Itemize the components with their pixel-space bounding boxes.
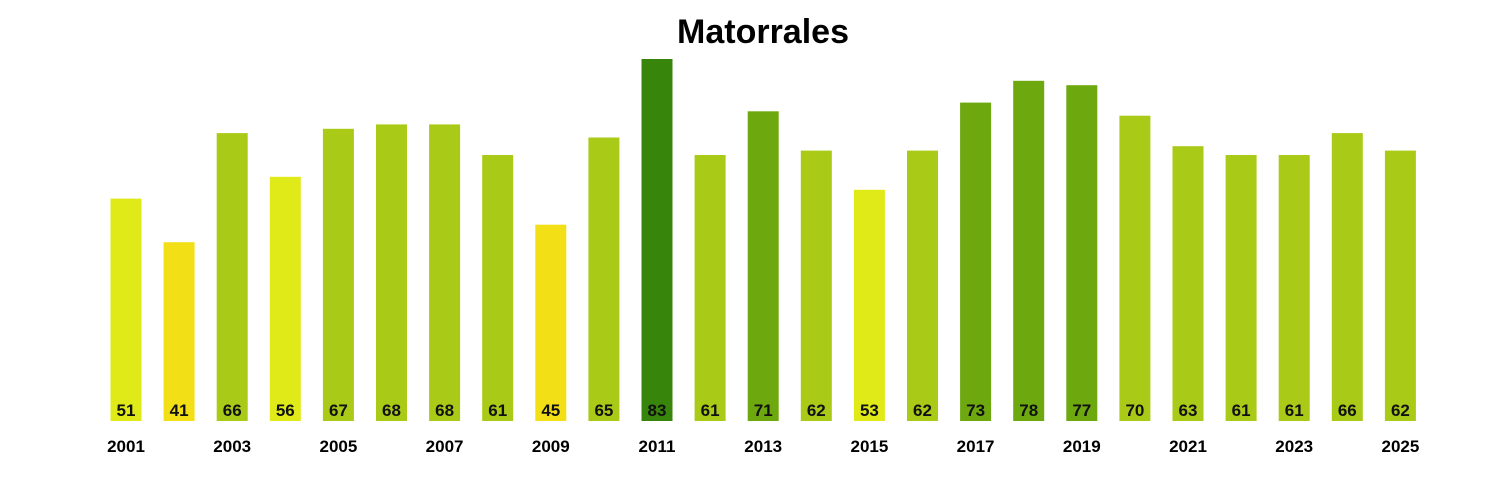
bar-2015: [853, 189, 885, 421]
value-label-2004: 56: [276, 401, 295, 420]
x-tick-label-2023: 2023: [1275, 437, 1313, 456]
value-label-2009: 45: [541, 401, 560, 420]
value-label-2005: 67: [329, 401, 348, 420]
bar-2002: [163, 242, 195, 421]
value-label-2022: 61: [1232, 401, 1251, 420]
x-tick-label-2015: 2015: [850, 437, 888, 456]
value-label-2023: 61: [1285, 401, 1304, 420]
bar-2003: [216, 133, 248, 421]
value-label-2013: 71: [754, 401, 773, 420]
value-label-2017: 73: [966, 401, 985, 420]
bar-2008: [482, 155, 514, 421]
value-label-2016: 62: [913, 401, 932, 420]
value-label-2019: 77: [1072, 401, 1091, 420]
x-tick-label-2005: 2005: [319, 437, 357, 456]
value-label-2024: 66: [1338, 401, 1357, 420]
value-label-2011: 83: [648, 401, 667, 420]
x-tick-label-2013: 2013: [744, 437, 782, 456]
bar-2017: [960, 102, 992, 421]
value-label-2006: 68: [382, 401, 401, 420]
tick-labels-layer: 2001 2003 2005 2007 2009 2011 2013 2015 2017 2019…: [107, 437, 1419, 456]
value-label-2018: 78: [1019, 401, 1038, 420]
bar-2019: [1066, 85, 1098, 421]
bar-2012: [694, 155, 726, 421]
bar-2011: [641, 59, 673, 421]
x-tick-label-2019: 2019: [1063, 437, 1101, 456]
value-label-2001: 51: [117, 401, 136, 420]
x-tick-label-2017: 2017: [957, 437, 995, 456]
value-label-2007: 68: [435, 401, 454, 420]
x-tick-label-2025: 2025: [1381, 437, 1419, 456]
value-label-2003: 66: [223, 401, 242, 420]
value-label-2010: 65: [594, 401, 613, 420]
value-label-2015: 53: [860, 401, 879, 420]
bar-2009: [535, 224, 567, 421]
x-tick-label-2009: 2009: [532, 437, 570, 456]
bar-2007: [429, 124, 461, 422]
bar-2014: [800, 150, 832, 421]
bar-2004: [269, 176, 301, 421]
chart-title: Matorrales: [677, 13, 849, 51]
x-tick-label-2021: 2021: [1169, 437, 1207, 456]
value-label-2021: 63: [1179, 401, 1198, 420]
value-labels-layer: 51 41 66 56 67 68 68 61 45 65 83 61 71 62 53 62 73 78 77 70…: [117, 401, 1410, 420]
bar-2024: [1331, 133, 1363, 421]
bar-2013: [747, 111, 779, 422]
x-tick-label-2011: 2011: [639, 437, 676, 456]
bars-layer: [110, 59, 1416, 422]
value-label-2025: 62: [1391, 401, 1410, 420]
bar-2018: [1013, 80, 1045, 422]
value-label-2008: 61: [488, 401, 507, 420]
x-tick-label-2007: 2007: [426, 437, 464, 456]
value-label-2014: 62: [807, 401, 826, 420]
bar-2006: [376, 124, 407, 422]
value-label-2020: 70: [1125, 401, 1144, 420]
bar-2001: [110, 198, 142, 421]
value-label-2012: 61: [701, 401, 720, 420]
value-label-2002: 41: [170, 401, 189, 420]
bar-2021: [1172, 146, 1204, 421]
bar-2020: [1119, 115, 1151, 421]
bar-2016: [907, 150, 938, 421]
bar-2022: [1225, 155, 1257, 421]
x-tick-label-2001: 2001: [107, 437, 145, 456]
bar-2023: [1278, 155, 1310, 421]
bar-2025: [1384, 150, 1416, 421]
bar-2005: [322, 128, 354, 422]
x-tick-label-2003: 2003: [213, 437, 251, 456]
bar-2010: [588, 137, 620, 421]
